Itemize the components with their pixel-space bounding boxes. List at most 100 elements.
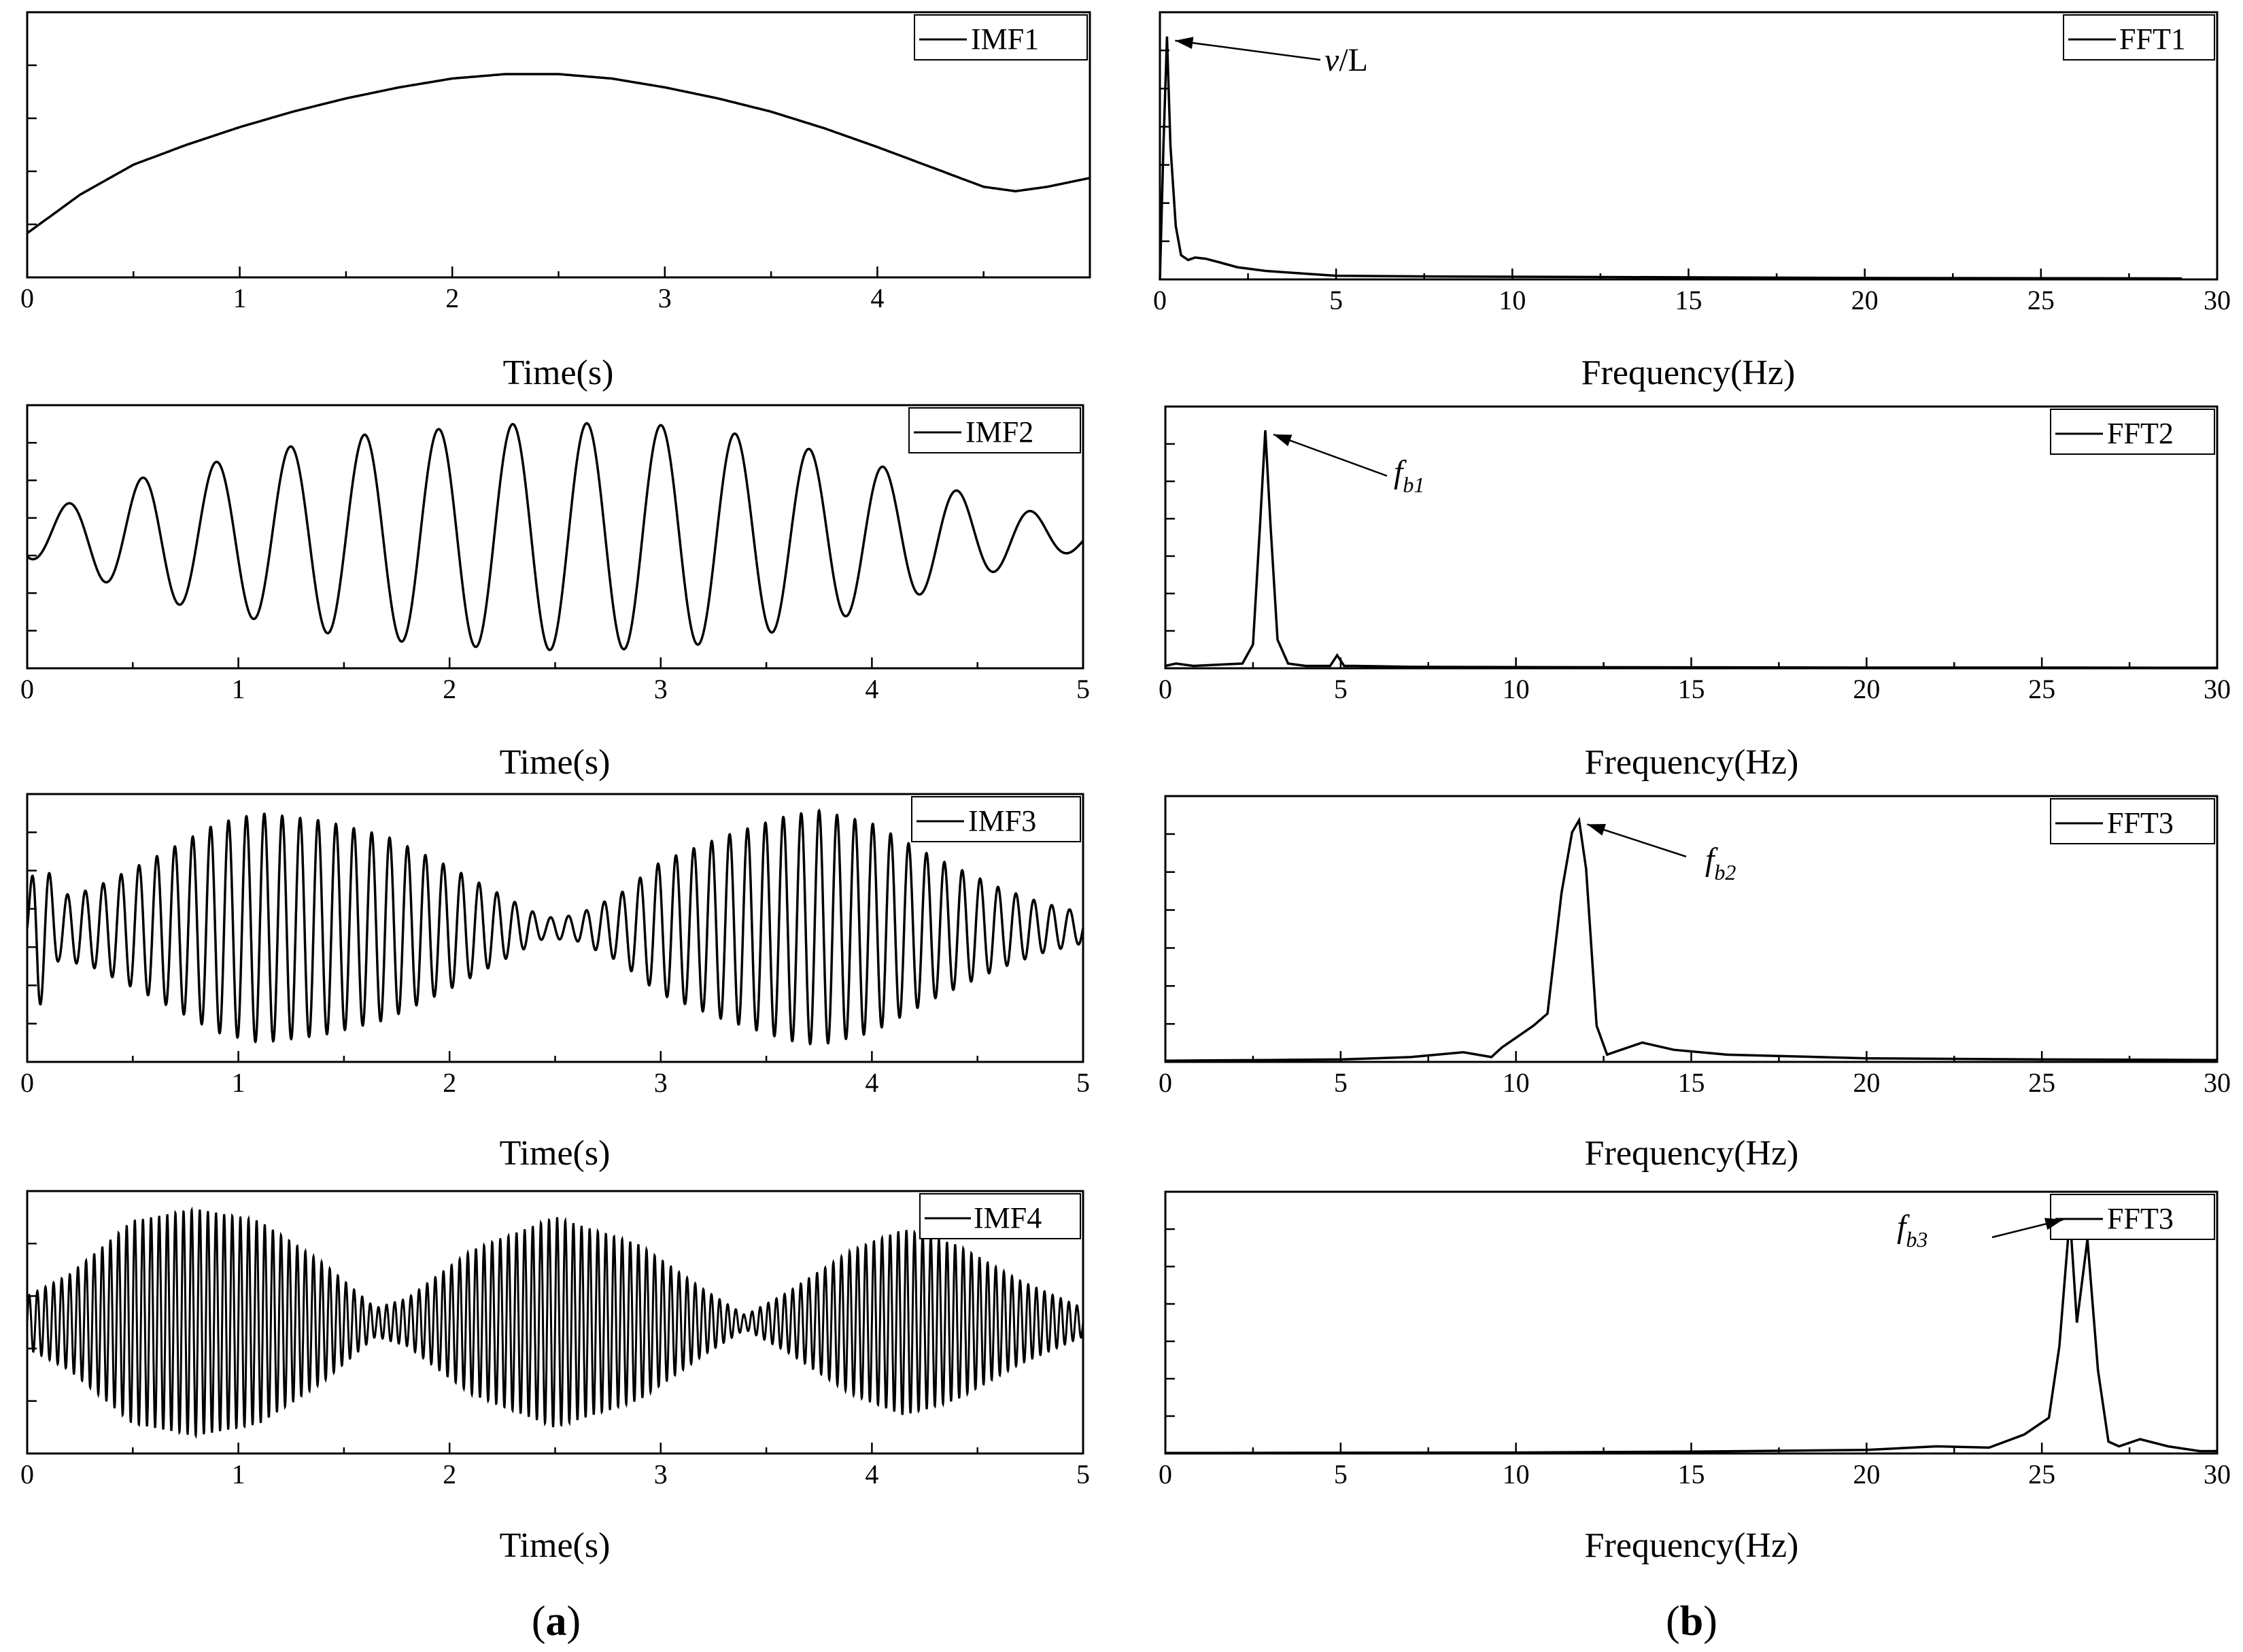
imf2-chart: 0 1 2 3 4 5 IMF2 Time(s) xyxy=(20,404,1090,782)
x-tick-labels: 0 1 2 3 4 5 xyxy=(20,674,1090,704)
x-tick-label: 30 xyxy=(2204,674,2231,704)
x-tick-label: 0 xyxy=(1159,1459,1172,1490)
legend-label: FFT3 xyxy=(2107,806,2174,840)
fft1-series-line xyxy=(1159,36,2182,280)
x-axis-label: Frequency(Hz) xyxy=(1581,354,1796,392)
x-axis-label: Frequency(Hz) xyxy=(1585,743,1799,782)
annotation-label: fb3 xyxy=(1897,1209,1928,1252)
x-tick-label: 25 xyxy=(2028,674,2055,704)
annotation-label: fb1 xyxy=(1394,454,1424,497)
fft1-chart: 0 5 10 15 20 25 30 FFT1 v/L Frequency(Hz) xyxy=(1153,11,2231,392)
x-tick-label: 15 xyxy=(1678,1067,1705,1098)
imf4-chart: 0 1 2 3 4 5 IMF4 Time(s) xyxy=(20,1190,1090,1565)
y-tick-marks xyxy=(27,442,37,632)
imf1-chart: 0 1 2 3 4 IMF1 Time(s) xyxy=(20,11,1091,392)
x-tick-label: 4 xyxy=(865,1067,878,1098)
x-tick-marks xyxy=(1164,1443,2219,1453)
x-tick-label: 5 xyxy=(1334,674,1348,704)
x-tick-label: 30 xyxy=(2204,1459,2231,1490)
imf4-series-line xyxy=(26,1206,1084,1439)
fft4-chart: 0 5 10 15 20 25 30 FFT3 fb3 Frequency(Hz) xyxy=(1159,1190,2231,1565)
x-tick-marks xyxy=(26,1443,1084,1453)
x-tick-label: 2 xyxy=(443,1067,456,1098)
peak-annotation: fb1 xyxy=(1273,433,1424,497)
x-tick-marks xyxy=(1159,269,2219,279)
x-tick-label: 4 xyxy=(865,674,878,704)
x-tick-marks xyxy=(26,1051,1084,1062)
plot-frame xyxy=(1159,11,2219,281)
legend: FFT3 xyxy=(2050,1194,2215,1240)
x-tick-labels: 0 1 2 3 4 xyxy=(20,283,884,313)
legend: IMF4 xyxy=(919,1193,1081,1239)
imf2-series-line xyxy=(27,421,1084,651)
x-axis-label: Time(s) xyxy=(500,1134,611,1173)
x-tick-label: 20 xyxy=(1853,1067,1880,1098)
legend-box xyxy=(911,796,1081,842)
annotation-label: fb2 xyxy=(1705,842,1736,884)
y-tick-marks xyxy=(1160,49,1169,243)
fft3-series-line xyxy=(1165,816,2218,1062)
x-tick-label: 3 xyxy=(654,1459,668,1490)
x-tick-label: 15 xyxy=(1678,674,1705,704)
x-tick-marks xyxy=(1164,1051,2219,1062)
x-tick-label: 0 xyxy=(20,1459,34,1490)
legend-label: IMF1 xyxy=(971,22,1039,56)
legend-box xyxy=(2063,14,2215,61)
arrow-head-icon xyxy=(1273,434,1292,447)
x-tick-label: 0 xyxy=(20,1067,34,1098)
x-axis-label: Frequency(Hz) xyxy=(1585,1526,1799,1565)
x-tick-label: 4 xyxy=(865,1459,878,1490)
x-tick-label: 5 xyxy=(1076,674,1090,704)
imf1-series-line xyxy=(26,73,1091,235)
x-tick-label: 2 xyxy=(443,1459,456,1490)
x-tick-label: 0 xyxy=(20,283,34,313)
fft2-series-line xyxy=(1165,430,2218,670)
x-tick-labels: 0 5 10 15 20 25 30 xyxy=(1159,1459,2231,1490)
panel-label-a: (a) xyxy=(532,1598,581,1645)
x-tick-label: 10 xyxy=(1503,1459,1530,1490)
x-tick-marks xyxy=(1164,657,2219,668)
fft3-chart: 0 5 10 15 20 25 30 FFT3 fb2 Frequency(Hz) xyxy=(1159,795,2231,1173)
x-tick-label: 10 xyxy=(1499,285,1526,315)
x-tick-label: 3 xyxy=(658,283,672,313)
x-tick-label: 25 xyxy=(2028,1067,2055,1098)
x-tick-label: 0 xyxy=(1159,674,1172,704)
x-tick-label: 0 xyxy=(1159,1067,1172,1098)
x-tick-label: 30 xyxy=(2204,1067,2231,1098)
x-tick-label: 25 xyxy=(2027,285,2055,315)
arrow-head-icon xyxy=(1587,824,1606,836)
x-tick-label: 1 xyxy=(233,283,247,313)
legend-box xyxy=(2050,1194,2215,1240)
imf3-chart: 0 1 2 3 4 5 IMF3 Time(s) xyxy=(20,793,1090,1173)
x-tick-label: 2 xyxy=(443,674,456,704)
x-tick-label: 20 xyxy=(1853,1459,1880,1490)
x-tick-label: 1 xyxy=(232,1067,245,1098)
legend-label: FFT2 xyxy=(2107,417,2174,450)
x-tick-labels: 0 1 2 3 4 5 xyxy=(20,1067,1090,1098)
x-tick-label: 0 xyxy=(1153,285,1167,315)
annotation-arrow xyxy=(1175,39,1321,61)
legend-box xyxy=(2050,409,2215,455)
x-tick-label: 1 xyxy=(232,674,245,704)
x-axis-label: Time(s) xyxy=(500,1526,611,1565)
x-tick-label: 3 xyxy=(654,674,668,704)
peak-annotation: fb2 xyxy=(1587,823,1736,884)
y-tick-marks xyxy=(27,64,37,226)
arrow-head-icon xyxy=(2044,1218,2064,1231)
x-tick-label: 25 xyxy=(2028,1459,2055,1490)
legend: IMF1 xyxy=(914,14,1088,61)
y-tick-marks xyxy=(27,1242,37,1403)
legend-label: IMF3 xyxy=(968,804,1036,838)
x-axis-label: Time(s) xyxy=(500,743,611,782)
x-tick-label: 0 xyxy=(20,674,34,704)
x-axis-label: Time(s) xyxy=(503,354,614,392)
x-tick-label: 5 xyxy=(1334,1459,1348,1490)
x-tick-labels: 0 5 10 15 20 25 30 xyxy=(1159,674,2231,704)
x-tick-label: 4 xyxy=(870,283,884,313)
panel-label-b: (b) xyxy=(1666,1598,1717,1645)
x-tick-labels: 0 1 2 3 4 5 xyxy=(20,1459,1090,1490)
legend-label: IMF2 xyxy=(965,415,1033,449)
legend-box xyxy=(2050,798,2215,844)
legend: FFT2 xyxy=(2050,409,2215,455)
